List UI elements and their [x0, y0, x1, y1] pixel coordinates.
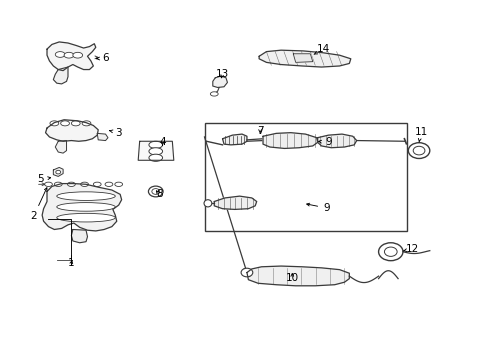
Text: 2: 2: [30, 188, 47, 221]
Ellipse shape: [407, 143, 429, 158]
Ellipse shape: [67, 182, 75, 186]
Ellipse shape: [148, 186, 163, 197]
Polygon shape: [293, 54, 312, 62]
Polygon shape: [55, 140, 66, 153]
Ellipse shape: [64, 52, 74, 58]
Ellipse shape: [378, 243, 402, 261]
Polygon shape: [45, 120, 98, 141]
Ellipse shape: [73, 52, 82, 58]
Polygon shape: [214, 196, 256, 210]
Text: 12: 12: [403, 244, 419, 254]
Text: 8: 8: [156, 189, 162, 199]
Polygon shape: [71, 229, 87, 243]
Ellipse shape: [241, 268, 252, 277]
Text: 9: 9: [318, 138, 331, 147]
Text: 11: 11: [413, 127, 427, 142]
Ellipse shape: [81, 182, 88, 186]
Ellipse shape: [57, 213, 115, 222]
Polygon shape: [53, 167, 63, 176]
Polygon shape: [47, 42, 96, 71]
Text: 6: 6: [96, 53, 109, 63]
Text: 13: 13: [216, 69, 229, 79]
Text: 1: 1: [68, 258, 75, 268]
Ellipse shape: [61, 121, 69, 126]
Ellipse shape: [412, 146, 424, 155]
Ellipse shape: [149, 154, 162, 161]
Bar: [204, 123, 406, 231]
Ellipse shape: [56, 170, 61, 174]
Text: 3: 3: [109, 128, 122, 138]
Ellipse shape: [149, 148, 162, 155]
Polygon shape: [246, 266, 348, 286]
Polygon shape: [259, 50, 350, 67]
Text: 5: 5: [37, 174, 50, 184]
Polygon shape: [138, 141, 173, 160]
Text: 4: 4: [159, 138, 165, 147]
Ellipse shape: [384, 247, 396, 256]
Polygon shape: [97, 134, 108, 140]
Ellipse shape: [203, 200, 211, 207]
Ellipse shape: [152, 189, 159, 194]
Text: 14: 14: [313, 44, 329, 54]
Ellipse shape: [82, 121, 91, 126]
Ellipse shape: [210, 92, 218, 96]
Polygon shape: [317, 134, 356, 148]
Polygon shape: [263, 133, 317, 148]
Polygon shape: [222, 134, 246, 145]
Text: 10: 10: [285, 273, 298, 283]
Text: 7: 7: [256, 126, 263, 135]
Polygon shape: [53, 67, 68, 84]
Ellipse shape: [50, 121, 59, 126]
Ellipse shape: [93, 182, 101, 186]
Ellipse shape: [54, 182, 62, 186]
Polygon shape: [42, 184, 122, 231]
Ellipse shape: [71, 121, 80, 126]
Ellipse shape: [105, 182, 113, 186]
Ellipse shape: [57, 203, 115, 211]
Ellipse shape: [115, 182, 122, 186]
Ellipse shape: [149, 141, 162, 148]
Ellipse shape: [55, 51, 65, 57]
Text: 9: 9: [306, 203, 329, 213]
Polygon shape: [212, 76, 227, 87]
Ellipse shape: [44, 182, 52, 186]
Ellipse shape: [57, 192, 115, 201]
